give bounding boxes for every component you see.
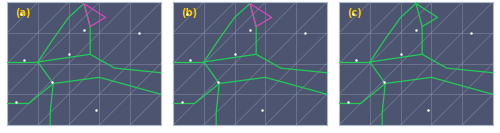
Text: (c): (c) — [347, 8, 362, 18]
Text: (b): (b) — [181, 8, 197, 18]
Text: (a): (a) — [15, 8, 30, 18]
